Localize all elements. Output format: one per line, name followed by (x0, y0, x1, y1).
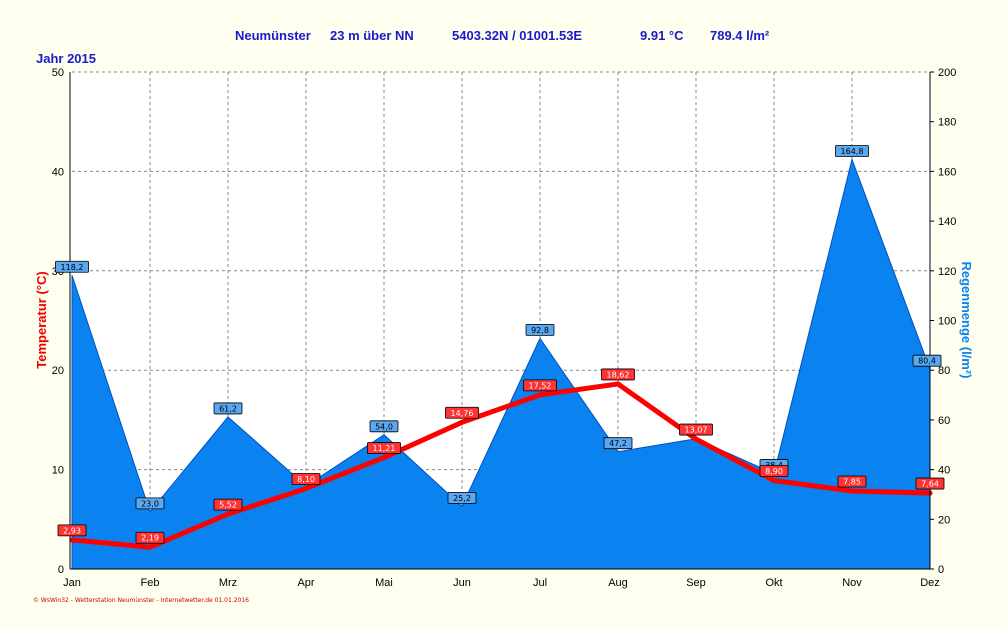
temperature-value-label: 11,21 (373, 444, 396, 453)
temperature-point (69, 537, 75, 543)
rain-value-label: 92,8 (531, 326, 549, 335)
rain-value-label-box (912, 354, 942, 367)
y2-tick-label: 140 (938, 216, 956, 228)
temperature-point (225, 511, 231, 517)
x-tick-label: Sep (686, 577, 706, 589)
y2-tick-label: 180 (938, 117, 956, 129)
temperature-point (537, 392, 543, 398)
temperature-point (849, 488, 855, 494)
rain-value-label: 164,8 (841, 147, 864, 156)
y-axis-title: Temperatur (°C) (34, 271, 49, 368)
rain-value-label: 118,2 (61, 263, 84, 272)
temperature-point (147, 544, 153, 550)
temperature-value-label: 13,07 (685, 426, 708, 435)
x-tick-label: Jul (533, 577, 547, 589)
temperature-value-label: 18,62 (607, 370, 630, 379)
x-tick-label: Dez (920, 577, 940, 589)
temperature-value-label-box (523, 379, 557, 392)
temperature-point (303, 485, 309, 491)
temperature-series-line (69, 381, 933, 550)
y2-tick-label: 80 (938, 365, 950, 377)
temperature-point (459, 419, 465, 425)
rain-value-label-box (213, 402, 243, 415)
y2-tick-label: 60 (938, 415, 950, 427)
temperature-point (693, 436, 699, 442)
y2-tick-label: 120 (938, 266, 956, 278)
y2-tick-label: 40 (938, 465, 950, 477)
rain-value-label: 25,2 (453, 494, 471, 503)
temperature-value-label-box (601, 368, 635, 381)
y2-tick-label: 160 (938, 166, 956, 178)
y2-tick-label: 0 (938, 564, 944, 576)
year-label: Jahr 2015 (36, 51, 96, 66)
temperature-value-label: 17,52 (529, 381, 552, 390)
rain-value-label: 23,0 (141, 499, 159, 508)
temperature-value-label-box (57, 524, 87, 537)
temperature-value-label-box (445, 406, 479, 419)
temperature-value-label: 14,76 (451, 409, 474, 418)
station-coords: 5403.32N / 01001.53E (452, 28, 582, 43)
rain-value-label-box (447, 491, 477, 504)
temperature-point (771, 478, 777, 484)
temperature-value-label-box (679, 423, 713, 436)
temperature-value-label: 8,90 (765, 467, 783, 476)
temperature-value-label-box (759, 465, 789, 477)
temperature-value-label-box (915, 477, 945, 490)
rain-value-label: 80,4 (918, 357, 936, 366)
temperature-value-label-box (367, 442, 401, 454)
y-tick-label: 40 (52, 166, 64, 178)
y2-axis-title: Regenmenge (l/m²) (959, 261, 974, 378)
rain-value-label-box (835, 145, 869, 157)
y2-tick-label: 20 (938, 514, 950, 526)
y2-tick-label: 200 (938, 67, 956, 79)
x-tick-label: Jun (453, 577, 471, 589)
rain-value-label-box (369, 420, 399, 433)
temperature-point (615, 381, 621, 387)
temperature-value-label: 7,85 (843, 477, 861, 486)
temperature-value-label: 8,10 (297, 475, 315, 484)
x-tick-label: Jan (63, 577, 81, 589)
x-tick-label: Apr (297, 577, 314, 589)
average-temperature: 9.91 °C (640, 28, 684, 43)
temperature-value-label: 5,52 (219, 501, 237, 510)
rain-value-label: 47,2 (609, 439, 627, 448)
y2-tick-label: 100 (938, 316, 956, 328)
rain-value-label-box (55, 260, 89, 273)
rain-area (71, 157, 931, 570)
station-name: Neumünster (235, 28, 311, 43)
x-tick-label: Mrz (219, 577, 237, 589)
x-tick-label: Okt (765, 577, 782, 589)
station-altitude: 23 m über NN (330, 28, 414, 43)
total-rainfall: 789.4 l/m² (710, 28, 770, 43)
x-tick-label: Mai (375, 577, 393, 589)
axes: 01020304050020406080100120140160180200Ja… (52, 67, 957, 589)
temperature-value-label-box (837, 475, 867, 488)
rain-value-label-box (525, 323, 555, 336)
y-tick-label: 0 (58, 564, 64, 576)
temperature-line (69, 381, 933, 550)
rain-value-label: 54,0 (375, 422, 393, 431)
footer-credit: © WsWin32 - Wetterstation Neumünster - I… (33, 597, 249, 604)
rain-value-label-box (135, 497, 165, 510)
temperature-value-label-box (291, 473, 321, 485)
x-tick-label: Aug (608, 577, 628, 589)
y-tick-label: 20 (52, 365, 64, 377)
temperature-point (381, 455, 387, 461)
temperature-value-label: 7,64 (921, 480, 939, 489)
x-tick-label: Feb (141, 577, 160, 589)
value-labels: 118,223,061,254,025,292,847,238,4164,880… (55, 145, 945, 544)
rain-value-label: 61,2 (219, 404, 237, 413)
temperature-value-label-box (135, 531, 165, 544)
rain-value-label-box (603, 437, 633, 450)
rain-area-fill (71, 157, 931, 570)
x-tick-label: Nov (842, 577, 862, 589)
y-tick-label: 10 (52, 465, 64, 477)
temperature-value-label: 2,93 (63, 526, 81, 535)
y-tick-label: 50 (52, 67, 64, 79)
temperature-value-label-box (213, 498, 243, 511)
temperature-value-label: 2,19 (141, 534, 159, 543)
